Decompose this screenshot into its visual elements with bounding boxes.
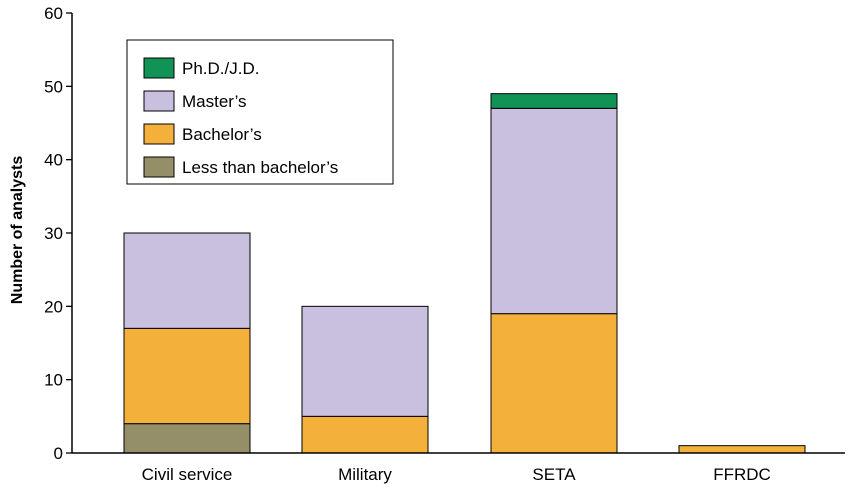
y-tick-label: 0	[54, 444, 63, 463]
x-category-label: Military	[338, 465, 392, 484]
bar-segment-civil-service-bachelor-s	[123, 327, 251, 425]
legend: Ph.D./J.D. Master’s Bachelor’s Less than ba…	[126, 39, 394, 185]
legend-label: Less than bachelor’s	[182, 158, 338, 177]
bars-group	[123, 93, 806, 454]
legend-swatch	[143, 90, 175, 112]
bar-segment-ffrdc-bachelor-s	[678, 445, 806, 454]
y-tick-label: 20	[44, 297, 63, 316]
legend-label: Master’s	[182, 92, 247, 111]
y-tick-label: 60	[44, 4, 63, 23]
x-category-label: FFRDC	[713, 465, 771, 484]
y-tick-label: 30	[44, 224, 63, 243]
bar-segment-military-bachelor-s	[301, 415, 429, 454]
y-tick-label: 50	[44, 77, 63, 96]
y-axis-label: Number of analysts	[9, 156, 26, 305]
bar-segment-seta-ph-d-j-d	[490, 93, 618, 109]
x-category-label: SETA	[532, 465, 576, 484]
legend-label: Ph.D./J.D.	[182, 59, 259, 78]
legend-swatch	[143, 123, 175, 145]
bar-segment-military-master-s	[301, 305, 429, 417]
y-tick-label: 10	[44, 371, 63, 390]
bar-segment-seta-bachelor-s	[490, 313, 618, 454]
axes-group: 0 10 20 30 40 50 60 Civil service Military SETA FF…	[44, 4, 845, 484]
x-category-label: Civil service	[142, 465, 233, 484]
y-tick-label: 40	[44, 151, 63, 170]
legend-swatch	[143, 57, 175, 79]
legend-swatch	[143, 156, 175, 178]
bar-segment-civil-service-less-than-bachelor-s	[123, 423, 251, 454]
bar-segment-civil-service-master-s	[123, 232, 251, 329]
bar-segment-seta-master-s	[490, 107, 618, 315]
legend-label: Bachelor’s	[182, 125, 262, 144]
